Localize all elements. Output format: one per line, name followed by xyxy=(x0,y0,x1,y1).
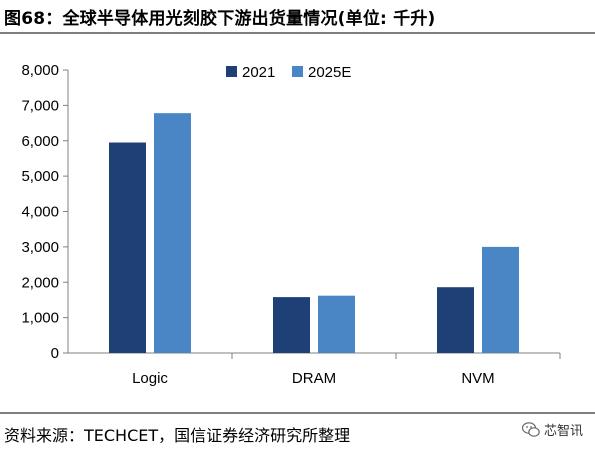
watermark-text: 芯智讯 xyxy=(543,424,583,439)
source-note: 资料来源：TECHCET，国信证券经济研究所整理 xyxy=(4,426,351,445)
y-tick-label: 1,000 xyxy=(21,310,59,327)
bar-2021-Logic xyxy=(109,142,146,353)
watermark: 芯智讯 xyxy=(521,420,583,439)
footer: 资料来源：TECHCET，国信证券经济研究所整理 芯智讯 xyxy=(0,412,595,450)
y-tick-label: 5,000 xyxy=(21,168,59,185)
bar-2021-NVM xyxy=(437,287,474,353)
y-tick-label: 6,000 xyxy=(21,133,59,150)
y-tick-label: 8,000 xyxy=(21,62,59,79)
y-tick-label: 0 xyxy=(51,345,59,362)
chart-area: 0 1,000 2,000 3,000 4,000 5,000 6,000 7,000 8,00… xyxy=(0,36,595,410)
x-category-label: Logic xyxy=(132,370,168,387)
legend-label-2025E: 2025E xyxy=(308,64,351,81)
legend-swatch-2025E xyxy=(292,66,303,77)
y-tick-label: 7,000 xyxy=(21,97,59,114)
legend-label-2021: 2021 xyxy=(242,64,275,81)
bar-chart: 0 1,000 2,000 3,000 4,000 5,000 6,000 7,000 8,00… xyxy=(21,62,561,387)
bar-2025E-NVM xyxy=(482,246,519,353)
bar-2025E-Logic xyxy=(154,113,191,353)
legend-swatch-2021 xyxy=(226,66,237,77)
bar-2025E-DRAM xyxy=(318,295,355,353)
y-tick-label: 3,000 xyxy=(21,239,59,256)
title-bar: 图68：全球半导体用光刻胶下游出货量情况(单位: 千升) xyxy=(0,0,595,34)
bar-2021-DRAM xyxy=(273,297,310,353)
wechat-icon xyxy=(521,421,540,437)
figure-title: 图68：全球半导体用光刻胶下游出货量情况(单位: 千升) xyxy=(4,9,436,29)
x-category-label: NVM xyxy=(461,370,494,387)
x-category-label: DRAM xyxy=(292,370,336,387)
y-tick-label: 2,000 xyxy=(21,274,59,291)
y-tick-label: 4,000 xyxy=(21,204,59,221)
